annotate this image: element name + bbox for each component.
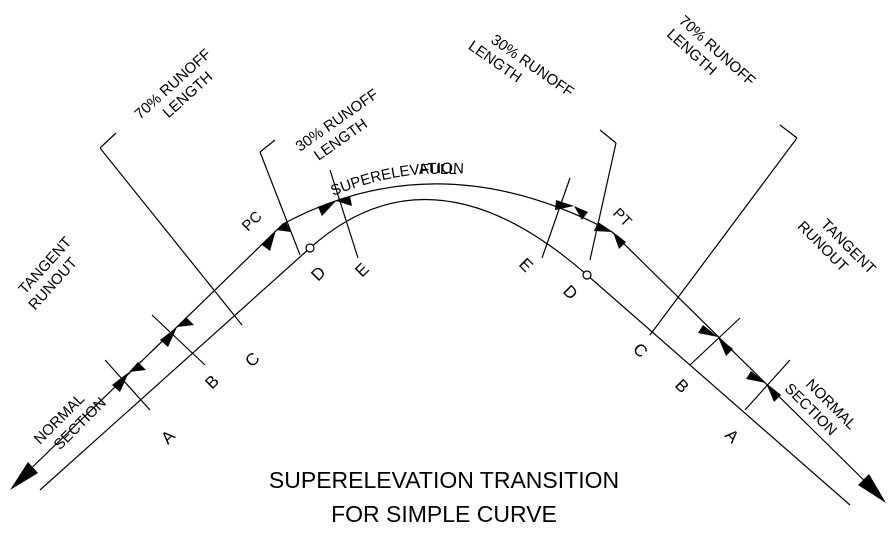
ticks-left [99, 132, 359, 411]
station-letter: C [241, 349, 263, 371]
label: NORMALSECTION [781, 367, 860, 446]
station-letter: A [157, 426, 179, 448]
arrow [858, 474, 886, 503]
station-letter: A [721, 425, 743, 447]
station-letter: C [629, 339, 651, 361]
label: 30% RUNOFFLENGTH [293, 86, 392, 170]
station-letter: E [351, 259, 372, 280]
ticks-right [541, 124, 798, 411]
title: FOR SIMPLE CURVE [331, 501, 557, 527]
label: 70% RUNOFFLENGTH [131, 46, 226, 137]
station-letter: D [559, 281, 581, 303]
label: 30% RUNOFFLENGTH [465, 23, 577, 116]
pc-point [305, 243, 315, 253]
arrow [10, 462, 38, 490]
station-letter: B [671, 375, 692, 396]
label: FULL [420, 161, 457, 178]
pt-point [582, 270, 592, 280]
pc-label: PC [239, 208, 266, 235]
label: SUPERELEVATION [328, 160, 464, 200]
label: TANGENTRUNOUT [12, 234, 89, 314]
road-edge [39, 199, 851, 506]
title: SUPERELEVATION TRANSITION [269, 467, 619, 493]
label: 70% RUNOFFLENGTH [663, 12, 758, 103]
label: TANGENTRUNOUT [794, 205, 879, 290]
dimension-line [13, 183, 883, 499]
station-letter: B [201, 371, 222, 392]
station-letter: E [515, 254, 536, 275]
label: NORMALSECTION [31, 382, 110, 461]
dim-arrows [112, 196, 781, 402]
pt-label: PT [609, 205, 635, 231]
station-letter: D [307, 263, 329, 285]
